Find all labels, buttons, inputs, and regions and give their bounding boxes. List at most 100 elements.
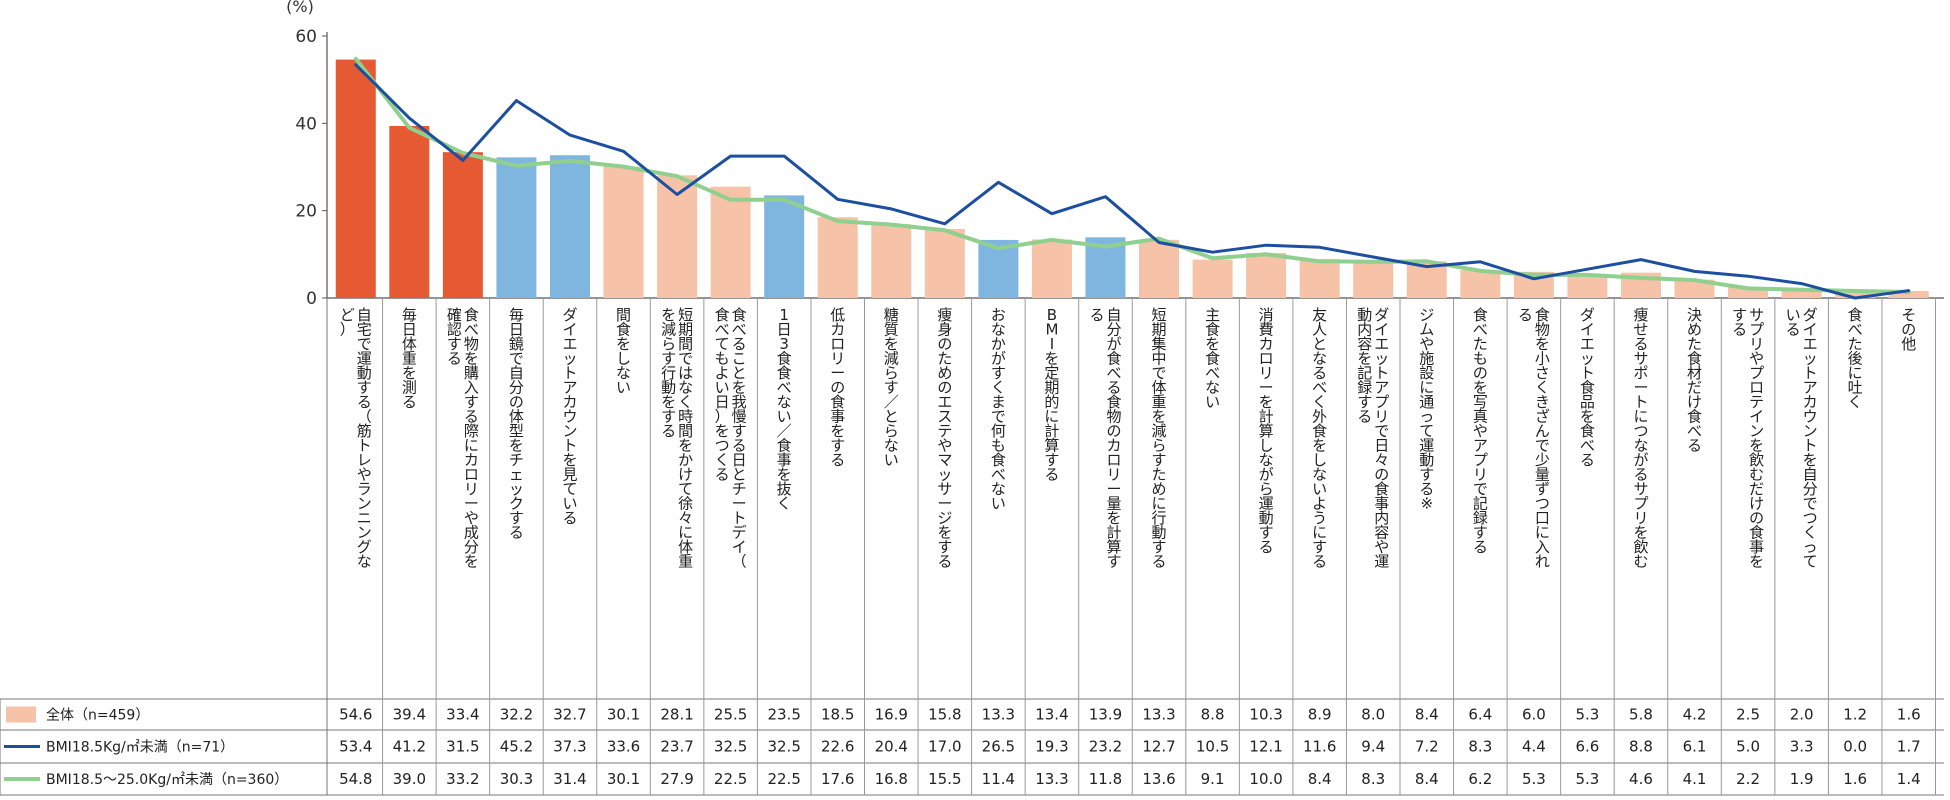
category-label-char: リ	[464, 480, 479, 498]
category-label-char: ア	[1374, 379, 1389, 397]
category-label-char: ジ	[937, 509, 952, 527]
category-label-char: を	[661, 393, 676, 411]
category-label-char: 体	[402, 335, 417, 353]
category-label-char: サ	[1633, 350, 1648, 368]
category-label-char: イ	[1374, 321, 1389, 339]
table-cell-value: 1.6	[1843, 770, 1867, 788]
category-label-char: サ	[937, 480, 952, 498]
category-label-char: 費	[1259, 321, 1274, 339]
category-label-char: べ	[715, 321, 730, 339]
bar	[1674, 279, 1715, 298]
table-cell-value: 16.9	[875, 706, 908, 724]
category-label-char: に	[1044, 408, 1059, 426]
table-cell-value: 5.8	[1629, 706, 1653, 724]
category-label-char: カ	[464, 451, 479, 469]
category-label-char: ら	[884, 364, 899, 382]
table-cell-value: 15.5	[928, 770, 961, 788]
category-label-char: ざ	[1535, 408, 1550, 426]
category-label-char: 運	[1419, 437, 1434, 455]
category-label-char: に	[1312, 524, 1327, 542]
y-tick-label: 20	[295, 202, 317, 222]
category-label-char: 痩	[1633, 306, 1648, 324]
category-label-char: カ	[1803, 393, 1818, 411]
table-cell-value: 6.0	[1522, 706, 1546, 724]
category-label-char: エ	[937, 393, 952, 411]
table-cell-value: 8.4	[1415, 706, 1439, 724]
category-label-char: て	[562, 480, 577, 498]
category-label-char: ポ	[1633, 364, 1648, 382]
category-label-char: ー	[732, 495, 747, 513]
category-label-char: ジ	[1419, 306, 1434, 324]
category-label-char: ラ	[357, 480, 372, 498]
category-label-char: 食	[1473, 306, 1488, 324]
category-label-char: 後	[1848, 350, 1863, 368]
category-label-char: 食	[777, 437, 792, 455]
category-label-char: マ	[937, 451, 952, 469]
category-label-char: 品	[1580, 393, 1595, 411]
category-label-char: を	[1106, 509, 1121, 527]
category-label-char: ン	[1803, 422, 1818, 440]
bar	[764, 195, 805, 298]
category-label-char: 事	[777, 451, 792, 469]
table-cell-value: 1.4	[1897, 770, 1921, 788]
category-label-char: 量	[1106, 495, 1121, 513]
line-series-bmi-normal	[353, 56, 1911, 294]
category-label-char: 自	[1803, 466, 1818, 484]
category-label-char: い	[616, 379, 631, 397]
category-label-char: な	[884, 437, 899, 455]
category-label-char: 購	[464, 364, 479, 382]
category-label-char: だ	[1749, 480, 1764, 498]
category-label-char: す	[1732, 306, 1747, 324]
table-cell-value: 9.4	[1361, 738, 1385, 756]
category-label-char: い	[1786, 306, 1801, 324]
table-cell-value: 8.4	[1415, 770, 1439, 788]
category-label-char: 確	[447, 306, 462, 324]
category-label-char: す	[661, 350, 676, 368]
category-label-char: テ	[1749, 393, 1764, 411]
category-label-char: デ	[732, 524, 747, 542]
category-label-char: で	[678, 350, 693, 368]
table-cell-value: 6.4	[1468, 706, 1492, 724]
category-label-char: ら	[1259, 480, 1274, 498]
table-cell-value: 33.4	[446, 706, 479, 724]
category-label-char: つ	[1803, 509, 1818, 527]
category-label-char: 食	[1312, 422, 1327, 440]
category-label-char: に	[1419, 379, 1434, 397]
category-label-char: む	[1749, 466, 1764, 484]
category-label-char: の	[1473, 364, 1488, 382]
category-label-char: が	[1259, 466, 1274, 484]
category-label-char: ッ	[1580, 350, 1595, 368]
category-label-char: た	[1152, 466, 1167, 484]
category-label-char: い	[991, 495, 1006, 513]
category-label-char: 自	[509, 364, 524, 382]
bar	[549, 155, 590, 298]
category-label-char: を	[464, 350, 479, 368]
category-label-char: 口	[1535, 509, 1550, 527]
table-cell-value: 54.8	[339, 770, 372, 788]
bar	[442, 152, 483, 298]
category-label-char: べ	[1312, 379, 1327, 397]
category-label-char: ン	[357, 495, 372, 513]
category-label-char: 入	[464, 379, 479, 397]
table-cell-value: 31.5	[446, 738, 479, 756]
table-cell-value: 53.4	[339, 738, 372, 756]
table-cell-value: 31.4	[553, 770, 586, 788]
category-label-char: は	[678, 364, 693, 382]
category-label-char: （	[357, 408, 372, 426]
table-cell-value: 37.3	[553, 738, 586, 756]
category-label-char: す	[732, 422, 747, 440]
category-label-char: を	[1580, 408, 1595, 426]
category-label-char: 分	[1803, 480, 1818, 498]
category-label-char: に	[1535, 524, 1550, 542]
category-label-char: ッ	[1374, 350, 1389, 368]
category-label-char: ダ	[1580, 306, 1595, 324]
category-label-char: た	[1473, 335, 1488, 353]
category-label-char: ェ	[509, 466, 524, 484]
table-cell-value: 4.1	[1683, 770, 1707, 788]
